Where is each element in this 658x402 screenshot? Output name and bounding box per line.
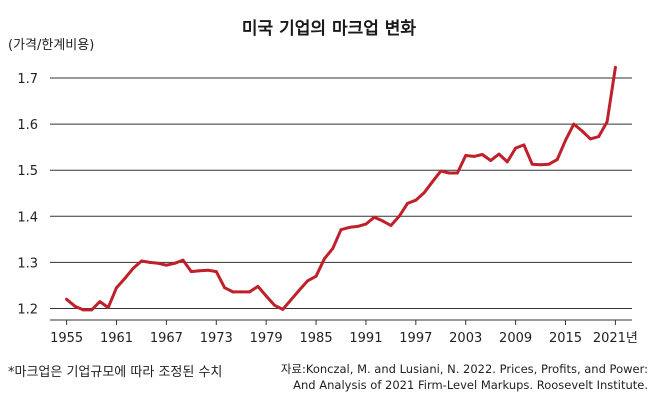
- data-point-1955: [65, 297, 68, 301]
- data-point-2009: [514, 146, 517, 150]
- data-point-1963: [131, 267, 135, 270]
- data-point-2001: [447, 171, 451, 175]
- data-point-2000: [439, 169, 443, 173]
- x-tick-label: 1991: [349, 331, 382, 346]
- data-point-2018: [589, 137, 592, 141]
- data-point-1972: [206, 268, 210, 272]
- x-tick-label: 2003: [449, 331, 482, 346]
- data-point-2003: [464, 154, 468, 157]
- data-point-2002: [456, 171, 459, 175]
- data-point-1961: [115, 286, 118, 290]
- source-line-2: And Analysis of 2021 Firm-Level Markups.…: [293, 378, 648, 392]
- data-point-1996: [406, 202, 409, 205]
- data-point-1994: [389, 224, 393, 227]
- data-point-2006: [489, 159, 493, 162]
- data-point-1990: [356, 225, 359, 228]
- data-point-2021: [614, 66, 617, 69]
- data-point-1958: [90, 308, 93, 312]
- data-point-1988: [339, 228, 343, 232]
- data-point-2015: [564, 138, 567, 142]
- data-point-1986: [323, 257, 326, 261]
- x-tick-label: 1997: [399, 331, 432, 346]
- data-point-1982: [289, 298, 293, 302]
- data-point-1965: [148, 261, 152, 264]
- data-point-1991: [364, 222, 368, 226]
- data-point-1987: [331, 247, 335, 251]
- data-point-2008: [505, 160, 509, 164]
- x-tick-label: 2015: [549, 331, 582, 346]
- data-point-2010: [522, 143, 526, 147]
- x-tick-label: 1955: [50, 331, 83, 346]
- data-point-1974: [223, 286, 227, 290]
- y-tick-label: 1.6: [17, 118, 38, 133]
- data-point-1979: [264, 294, 268, 298]
- data-point-1960: [106, 306, 110, 309]
- y-tick-label: 1.2: [17, 302, 38, 317]
- data-point-1995: [397, 214, 401, 218]
- data-point-1977: [248, 290, 251, 294]
- data-point-1980: [273, 303, 276, 307]
- x-tick-label: 1979: [250, 331, 283, 346]
- data-point-1999: [431, 180, 434, 184]
- data-point-2011: [530, 162, 534, 166]
- data-point-2020: [605, 120, 609, 124]
- data-point-1957: [81, 308, 85, 312]
- data-point-1983: [298, 288, 301, 292]
- x-tick-label: 1961: [100, 331, 133, 346]
- y-axis-label: (가격/한계비용): [8, 38, 95, 53]
- data-point-2014: [555, 158, 559, 162]
- data-point-1989: [347, 226, 351, 229]
- source-line-1: 자료:Konczal, M. and Lusiani, N. 2022. Pri…: [280, 362, 648, 376]
- data-point-1966: [156, 261, 160, 265]
- data-point-2012: [539, 163, 542, 167]
- data-point-1998: [422, 191, 426, 195]
- data-point-1969: [181, 258, 185, 262]
- data-point-2019: [597, 135, 601, 139]
- data-point-1956: [73, 304, 77, 308]
- y-tick-label: 1.5: [17, 164, 38, 179]
- series-line-markup: [65, 65, 617, 312]
- x-tick-label: 1973: [200, 331, 233, 346]
- data-point-1984: [306, 279, 310, 283]
- data-point-1964: [140, 259, 143, 263]
- y-tick-label: 1.3: [17, 256, 38, 271]
- data-point-2005: [480, 153, 484, 156]
- x-tick-label: 1967: [150, 331, 183, 346]
- footnote: *마크업은 기업규모에 따라 조정된 수치: [8, 365, 223, 380]
- data-point-1970: [189, 270, 193, 273]
- data-point-2017: [580, 129, 584, 133]
- x-tick-label: 2009: [499, 331, 532, 346]
- data-point-1978: [256, 285, 260, 288]
- data-point-1985: [314, 274, 318, 278]
- data-point-1973: [214, 270, 218, 273]
- data-point-2004: [472, 155, 476, 158]
- chart-title: 미국 기업의 마크업 변화: [241, 19, 417, 39]
- source-citation: 자료:Konczal, M. and Lusiani, N. 2022. Pri…: [281, 361, 648, 393]
- x-tick-label: 2021년: [593, 331, 638, 346]
- y-tick-label: 1.7: [17, 72, 38, 87]
- data-point-1992: [372, 215, 376, 219]
- data-point-2016: [572, 122, 576, 126]
- data-point-1981: [281, 308, 285, 311]
- data-point-1993: [381, 219, 384, 223]
- data-point-1959: [98, 300, 102, 303]
- data-point-1997: [414, 198, 418, 202]
- data-point-1976: [239, 290, 243, 294]
- data-point-2013: [547, 162, 551, 166]
- data-point-2007: [497, 152, 501, 156]
- data-point-1975: [231, 290, 235, 294]
- data-point-1968: [173, 261, 177, 265]
- y-tick-label: 1.4: [17, 210, 38, 225]
- data-point-1967: [165, 263, 168, 267]
- x-tick-label: 1985: [300, 331, 333, 346]
- data-point-1962: [123, 277, 127, 280]
- data-point-1971: [198, 269, 202, 273]
